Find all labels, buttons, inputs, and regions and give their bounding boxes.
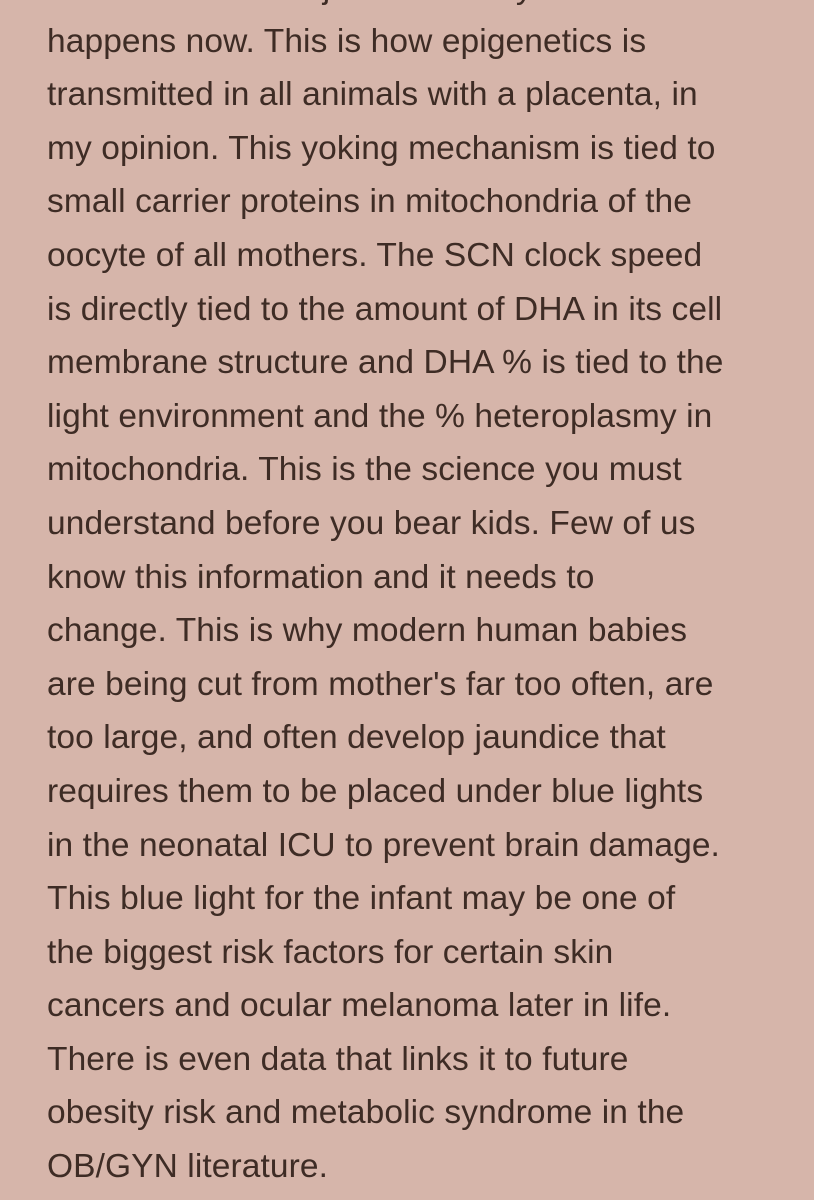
text-line: are being cut from mother's far too ofte… [47, 665, 714, 703]
text-line: obesity risk and metabolic syndrome in t… [47, 1094, 685, 1132]
text-line: small carrier proteins in mitochondria o… [47, 183, 692, 221]
text-line: mitochondria. This is the science you mu… [47, 451, 682, 489]
text-line: oocyte of all mothers. The SCN clock spe… [47, 236, 703, 274]
text-line: This blue light for the infant may be on… [47, 880, 676, 918]
text-line: my opinion. This yoking mechanism is tie… [47, 129, 716, 167]
text-line: understand before you bear kids. Few of … [47, 504, 696, 542]
text-line: change. This is why modern human babies [47, 612, 688, 650]
text-line: transmitted in all animals with a placen… [47, 76, 698, 114]
text-line: There is even data that links it to futu… [47, 1040, 629, 1078]
text-line-clipped: and this is how all jaundice likely [47, 0, 807, 15]
text-line: know this information and it needs to [47, 558, 595, 596]
text-line: the biggest risk factors for certain ski… [47, 933, 614, 971]
text-line: light environment and the % heteroplasmy… [47, 397, 713, 435]
text-line: membrane structure and DHA % is tied to … [47, 344, 724, 382]
text-line: is directly tied to the amount of DHA in… [47, 290, 723, 328]
text-line: too large, and often develop jaundice th… [47, 719, 666, 757]
text-line: happens now. This is how epigenetics is [47, 22, 647, 60]
text-line: in the neonatal ICU to prevent brain dam… [47, 826, 720, 864]
text-line: requires them to be placed under blue li… [47, 772, 704, 810]
text-line: cancers and ocular melanoma later in lif… [47, 987, 672, 1025]
text-line: OB/GYN literature. [47, 1148, 329, 1186]
article-body: and this is how all jaundice likely happ… [47, 0, 807, 1194]
